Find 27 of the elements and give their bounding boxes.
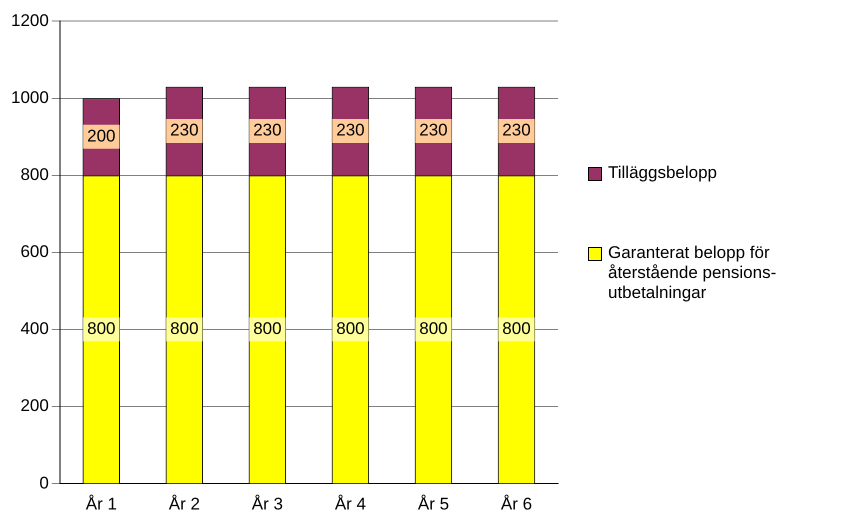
x-tick-label: År 1 — [86, 494, 117, 514]
data-label: 230 — [170, 120, 199, 140]
x-tick-label: År 4 — [334, 494, 366, 514]
x-tick-label: År 5 — [418, 494, 450, 514]
x-tick-label: År 3 — [252, 494, 283, 514]
data-label: 800 — [336, 319, 365, 338]
data-label: 800 — [87, 319, 116, 338]
data-label: 230 — [502, 120, 531, 140]
data-label: 800 — [170, 319, 199, 338]
data-label: 800 — [419, 319, 448, 338]
y-tick-label: 1000 — [10, 88, 49, 107]
data-label: 230 — [336, 120, 365, 140]
x-tick-label: År 2 — [168, 494, 200, 514]
data-label: 200 — [87, 126, 116, 146]
y-tick-label: 1200 — [10, 10, 49, 30]
legend-label: Garanterat belopp för återstående pensions-utbetalningar — [608, 243, 778, 303]
data-label: 230 — [253, 120, 282, 140]
legend-label: Tilläggsbelopp — [608, 163, 717, 183]
y-tick-label: 800 — [20, 165, 49, 184]
data-label: 800 — [253, 319, 282, 338]
data-label: 230 — [419, 120, 448, 140]
y-tick-label: 200 — [20, 396, 49, 416]
y-tick-label: 0 — [39, 473, 49, 492]
y-tick-label: 400 — [20, 319, 49, 338]
y-tick-label: 600 — [20, 242, 49, 262]
data-label: 800 — [502, 319, 531, 338]
x-tick-label: År 6 — [500, 494, 532, 514]
